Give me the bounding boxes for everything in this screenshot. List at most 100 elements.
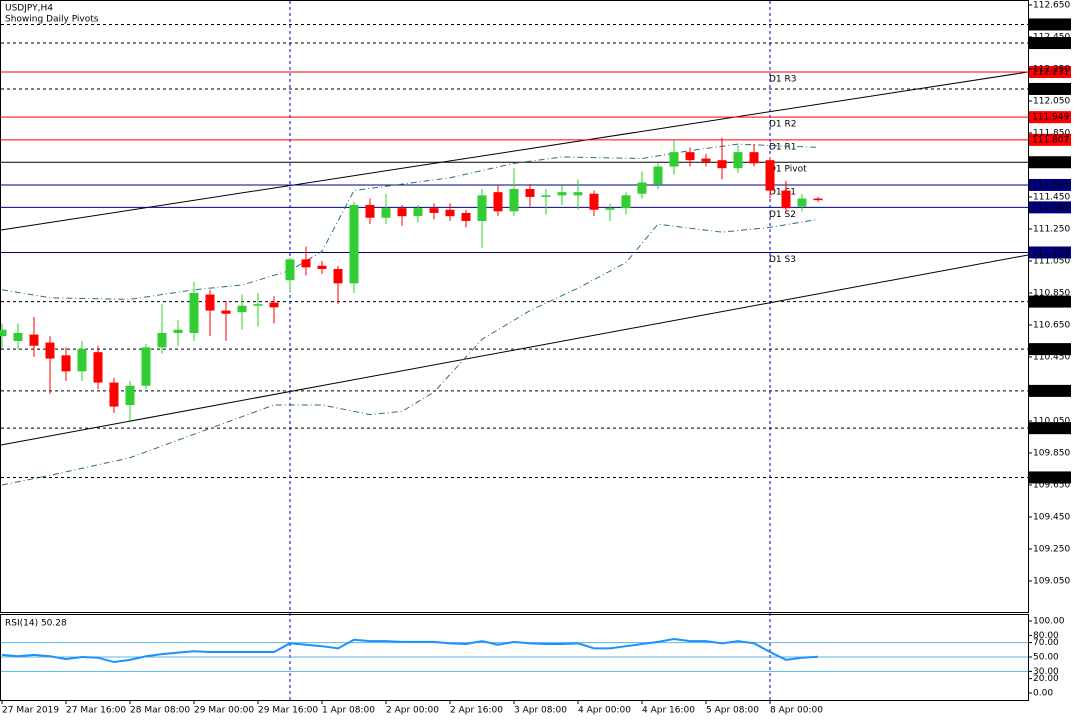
candle-body	[0, 329, 7, 337]
candle-body	[605, 208, 615, 210]
x-tick-label: 3 Apr 08:00	[514, 706, 567, 716]
x-tick-label: 4 Apr 00:00	[578, 706, 631, 716]
level-label-bg	[1029, 471, 1071, 484]
candle-body	[685, 152, 695, 161]
y-tick-label: 111.850	[1033, 128, 1070, 138]
y-tick-label: 110.050	[1033, 416, 1070, 426]
candle-body	[157, 332, 167, 348]
candle-body	[205, 294, 215, 311]
rsi-y-tick-label: 30.00	[1033, 667, 1059, 677]
level-label: 109.697	[1032, 473, 1069, 483]
y-tick-label: 110.250	[1033, 384, 1070, 394]
x-tick-label: 1 Apr 08:00	[322, 706, 375, 716]
candle-body	[733, 152, 743, 169]
candle-body	[557, 192, 567, 196]
candle-body	[189, 292, 199, 333]
x-tick-label: 8 Apr 00:00	[770, 706, 823, 716]
candle-body	[269, 302, 279, 308]
level-name: D1 R1	[769, 142, 797, 152]
candle-body	[109, 382, 119, 407]
rsi-y-tick-label: 100.00	[1033, 616, 1065, 626]
candle-body	[45, 342, 55, 359]
level-label-bg	[1029, 201, 1071, 214]
level-name: D1 R2	[769, 120, 797, 130]
candle-body	[525, 188, 535, 197]
y-tick-label: 112.250	[1033, 64, 1070, 74]
candle-body	[669, 152, 679, 167]
x-tick-label: 27 Mar 16:00	[66, 706, 126, 716]
candle-body	[445, 209, 455, 217]
y-tick-label: 110.650	[1033, 320, 1070, 330]
level-name: D1 Pivot	[769, 165, 807, 175]
candle-body	[509, 188, 519, 212]
main-panel	[0, 0, 1029, 613]
candle-body	[125, 385, 135, 405]
level-label-bg	[1029, 422, 1071, 435]
candle-body	[573, 192, 583, 196]
candle-body	[61, 355, 71, 372]
rsi-y-tick-label: 20.00	[1033, 674, 1059, 684]
level-label-bg	[1029, 111, 1071, 124]
level-label: 111.525	[1032, 180, 1069, 190]
level-label-bg	[1029, 246, 1071, 259]
level-label-bg	[1029, 384, 1071, 397]
candle-body	[365, 204, 375, 218]
x-tick-label: 5 Apr 08:00	[706, 706, 759, 716]
candle-body	[237, 305, 247, 313]
candle-body	[413, 208, 423, 217]
candle-body	[765, 160, 775, 191]
rsi-y-tick-label: 0.00	[1033, 689, 1053, 699]
level-label: 112.125	[1032, 84, 1069, 94]
candle-body	[429, 208, 439, 213]
chart-subtitle: Showing Daily Pivots	[5, 15, 99, 25]
candle-body	[381, 208, 391, 218]
y-tick-label: 112.050	[1033, 96, 1070, 106]
y-tick-label: 110.450	[1033, 352, 1070, 362]
band-line	[1, 143, 819, 300]
x-tick-label: 29 Mar 00:00	[194, 706, 254, 716]
candle-body	[285, 259, 295, 281]
x-tick-label: 2 Apr 00:00	[386, 706, 439, 716]
candle-body	[589, 193, 599, 210]
candle-body	[621, 195, 631, 209]
candle-body	[29, 334, 39, 346]
y-tick-label: 109.050	[1033, 576, 1070, 586]
candle-body	[541, 195, 551, 197]
y-tick-label: 111.250	[1033, 224, 1070, 234]
level-label-bg	[1029, 295, 1071, 308]
candle-body	[77, 348, 87, 372]
candle-body	[749, 152, 759, 164]
channel-line	[0, 71, 1029, 231]
level-label: 111.385	[1032, 203, 1069, 213]
candle-body	[637, 182, 647, 194]
x-tick-label: 4 Apr 16:00	[642, 706, 695, 716]
y-tick-label: 109.850	[1033, 448, 1070, 458]
level-label: 112.412	[1032, 39, 1069, 49]
y-tick-label: 110.850	[1033, 288, 1070, 298]
level-label: 112.231	[1032, 68, 1069, 78]
level-label: 110.005	[1032, 424, 1069, 434]
level-label-bg	[1029, 37, 1071, 50]
rsi-y-tick-label: 80.00	[1033, 631, 1059, 641]
candle-body	[317, 265, 327, 269]
candle-body	[461, 212, 471, 221]
rsi-y-tick-label: 70.00	[1033, 638, 1059, 648]
candle-body	[93, 352, 103, 383]
y-tick-label: 109.250	[1033, 544, 1070, 554]
candle-body	[173, 329, 183, 333]
y-tick-label: 112.450	[1033, 32, 1070, 42]
x-tick-label: 29 Mar 16:00	[258, 706, 318, 716]
rsi-title: RSI(14) 50.28	[5, 619, 67, 629]
level-label: 112.528	[1032, 20, 1069, 30]
level-label-bg	[1029, 343, 1071, 356]
y-tick-label: 109.650	[1033, 480, 1070, 490]
rsi-y-tick-label: 50.00	[1033, 653, 1059, 663]
level-name: D1 R3	[769, 75, 797, 85]
candle-body	[781, 190, 791, 209]
level-label-bg	[1029, 82, 1071, 95]
level-name: D1 S3	[769, 255, 796, 265]
candle-body	[797, 198, 807, 207]
candle-body	[477, 195, 487, 221]
candle-body	[397, 208, 407, 217]
